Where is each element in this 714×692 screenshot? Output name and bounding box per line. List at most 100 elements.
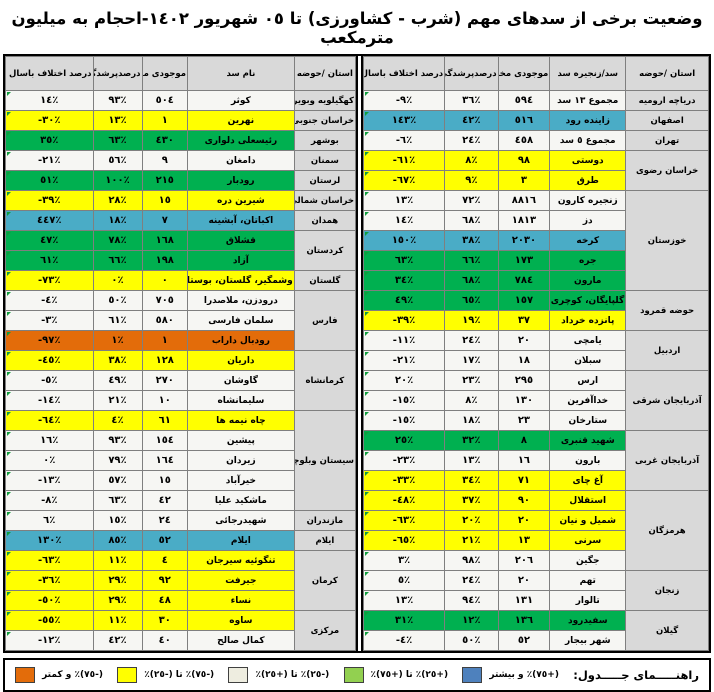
cell-value: ٦٣٪ (394, 255, 414, 266)
fill-percent-cell: ٦٣٪ (92, 130, 143, 151)
cell-value: ٤٥٨ (514, 135, 534, 146)
storage-cell: ١٧٣ (497, 250, 551, 271)
cell-value: -٩٧٪ (38, 335, 61, 346)
fill-percent-cell: ٩٣٪ (92, 430, 143, 451)
cell-value: ٢٠ (517, 335, 531, 346)
column-header-dam-name: نام سد (187, 56, 295, 91)
fill-percent-cell: ٦٨٪ (444, 270, 499, 291)
fill-percent-cell: ١٣٪ (444, 450, 499, 471)
province-cell: خراسان جنوبی (293, 110, 357, 131)
cell-value: ١٠ (158, 395, 171, 406)
table-row: سبلان ١٨ ١٧٪ -٢١٪ (362, 350, 709, 371)
cell-value: ٩٠ (517, 495, 531, 506)
fill-percent-cell: ٧٢٪ (444, 190, 499, 211)
column-header-fill-percent: درصدپرشدگی (92, 56, 143, 91)
table-row: آذربایجان شرقی ارس ٢٩٥ ٢٣٪ ٢٠٪ (362, 370, 709, 431)
fill-percent-cell: ٨٪ (444, 150, 499, 171)
cell-value: -٦٪ (395, 135, 413, 146)
table-row: مارون ٧٨٤ ٦٨٪ ٣٤٪ (362, 270, 709, 291)
column-header-diff-percent: درصد اختلاف باسال قبل (362, 56, 446, 91)
province-cell: گیلان (625, 610, 709, 651)
diff-percent-cell: ٠٪ (5, 450, 94, 471)
province-cell: آذربایجان شرقی (625, 370, 709, 431)
table-row: گیلان سفیدرود ١٣٦ ١٢٪ ٣١٪ (362, 610, 709, 651)
legend-color-swatch (117, 667, 138, 683)
province-cell: تهران (625, 130, 709, 151)
fill-percent-cell: ٦١٪ (92, 310, 143, 331)
table-divider (356, 56, 363, 651)
cell-value: -١٢٪ (38, 635, 61, 646)
header-row: استان /حوضه سد/زنجیره سد موجودی مخزن درص… (362, 56, 709, 91)
dam-name-cell: مجموع ١٣ سد (549, 90, 627, 111)
cell-value: ١٥٧ (514, 295, 534, 306)
dam-name-cell: شمیل و نیان (549, 510, 627, 531)
cell-value: ١٥٠٪ (391, 235, 417, 246)
dam-name-cell: چاه نیمه ها (187, 410, 295, 431)
storage-cell: ٢٠٣٠ (497, 230, 551, 251)
dam-name-cell: طرق (549, 170, 627, 191)
storage-cell: ٣٧ (497, 310, 551, 331)
legend-item: (+٢٥)٪ تا (+٧٥)٪ (343, 667, 448, 683)
fill-percent-cell: ٢٩٪ (92, 590, 143, 611)
fill-percent-cell: ١٣٪ (92, 110, 143, 131)
storage-cell: ٢٣ (497, 410, 551, 431)
diff-percent-cell: -٦٥٪ (362, 530, 446, 551)
dam-name-cell: استقلال (549, 490, 627, 511)
cell-value: -٩٪ (395, 95, 413, 106)
table-row: دز ١٨١٣ ٦٨٪ ١٤٪ (362, 210, 709, 231)
province-cell: فارس (293, 290, 357, 351)
cell-value: -١٥٪ (392, 395, 416, 406)
cell-value: ٥١٦ (514, 115, 534, 126)
cell-value: ٦١٪ (40, 255, 59, 266)
fill-percent-cell: ٣٤٪ (444, 470, 499, 491)
diff-percent-cell: -٣٣٪ (362, 470, 446, 491)
header-row: استان /حوضه نام سد موجودی مخزن درصدپرشدگ… (5, 56, 357, 91)
table-row: ایلام ایلام ٥٢ ٨٥٪ ١٣٠٪ (5, 530, 357, 551)
province-cell: همدان (293, 210, 357, 231)
cell-value: -١٤٪ (38, 395, 61, 406)
storage-cell: ٣ (497, 170, 551, 191)
diff-percent-cell: ٣٤٪ (362, 270, 446, 291)
dam-name-cell: شهید قنبری (549, 430, 627, 451)
storage-cell: ٥٩٤ (497, 90, 551, 111)
diff-percent-cell: ١٣٪ (362, 590, 446, 611)
cell-value: ٥٨٠ (155, 315, 174, 326)
dam-name-cell: یامچی (549, 330, 627, 351)
legend-item: (-٧٥)٪ تا (-٢٥)٪ (117, 667, 214, 683)
fill-percent-cell: ٩٪ (444, 170, 499, 191)
fill-percent-cell: ٢٠٪ (444, 510, 499, 531)
storage-cell: ٤٥٨ (497, 130, 551, 151)
fill-percent-cell: ٩٤٪ (444, 590, 499, 611)
fill-percent-cell: ١٪ (92, 330, 143, 351)
cell-value: -٢١٪ (38, 155, 61, 166)
diff-percent-cell: ١٤٪ (5, 90, 94, 111)
cell-value: ٢٩٪ (108, 595, 127, 606)
diff-percent-cell: -٣٩٪ (5, 190, 94, 211)
storage-cell: ٢٩٥ (497, 370, 551, 391)
dam-name-cell: زاینده رود (549, 110, 627, 131)
cell-value: ٦٣٪ (108, 495, 127, 506)
dam-name-cell: زنجیره کارون (549, 190, 627, 211)
column-header-province: استان /حوضه (625, 56, 709, 91)
cell-value: ٤ (161, 555, 168, 566)
fill-percent-cell: ٣٢٪ (444, 430, 499, 451)
cell-value: ٣٤٪ (394, 275, 414, 286)
cell-value: ٤٢٪ (462, 115, 481, 126)
province-cell: زنجان (625, 570, 709, 611)
cell-value: ١٥ (158, 475, 171, 486)
storage-cell: ٩٢ (141, 570, 188, 591)
dam-name-cell: اکباتان، آبشینه (187, 210, 295, 231)
diff-percent-cell: ٤٩٪ (362, 290, 446, 311)
dam-name-cell: پانزده خرداد (549, 310, 627, 331)
dam-name-cell: رودبار (187, 170, 295, 191)
cell-value: ٤٩٪ (394, 295, 414, 306)
storage-cell: ٩٠ (497, 490, 551, 511)
diff-percent-cell: ١٣٠٪ (5, 530, 94, 551)
dam-name-cell: ساوه (187, 610, 295, 631)
table-header: استان /حوضه نام سد موجودی مخزن درصدپرشدگ… (5, 56, 357, 91)
cell-value: ١٣ (517, 535, 531, 546)
cell-value: ٦٦٪ (108, 255, 127, 266)
legend-color-swatch (228, 667, 249, 683)
dam-name-cell: کرخه (549, 230, 627, 251)
dam-name-cell: سرنی (549, 530, 627, 551)
